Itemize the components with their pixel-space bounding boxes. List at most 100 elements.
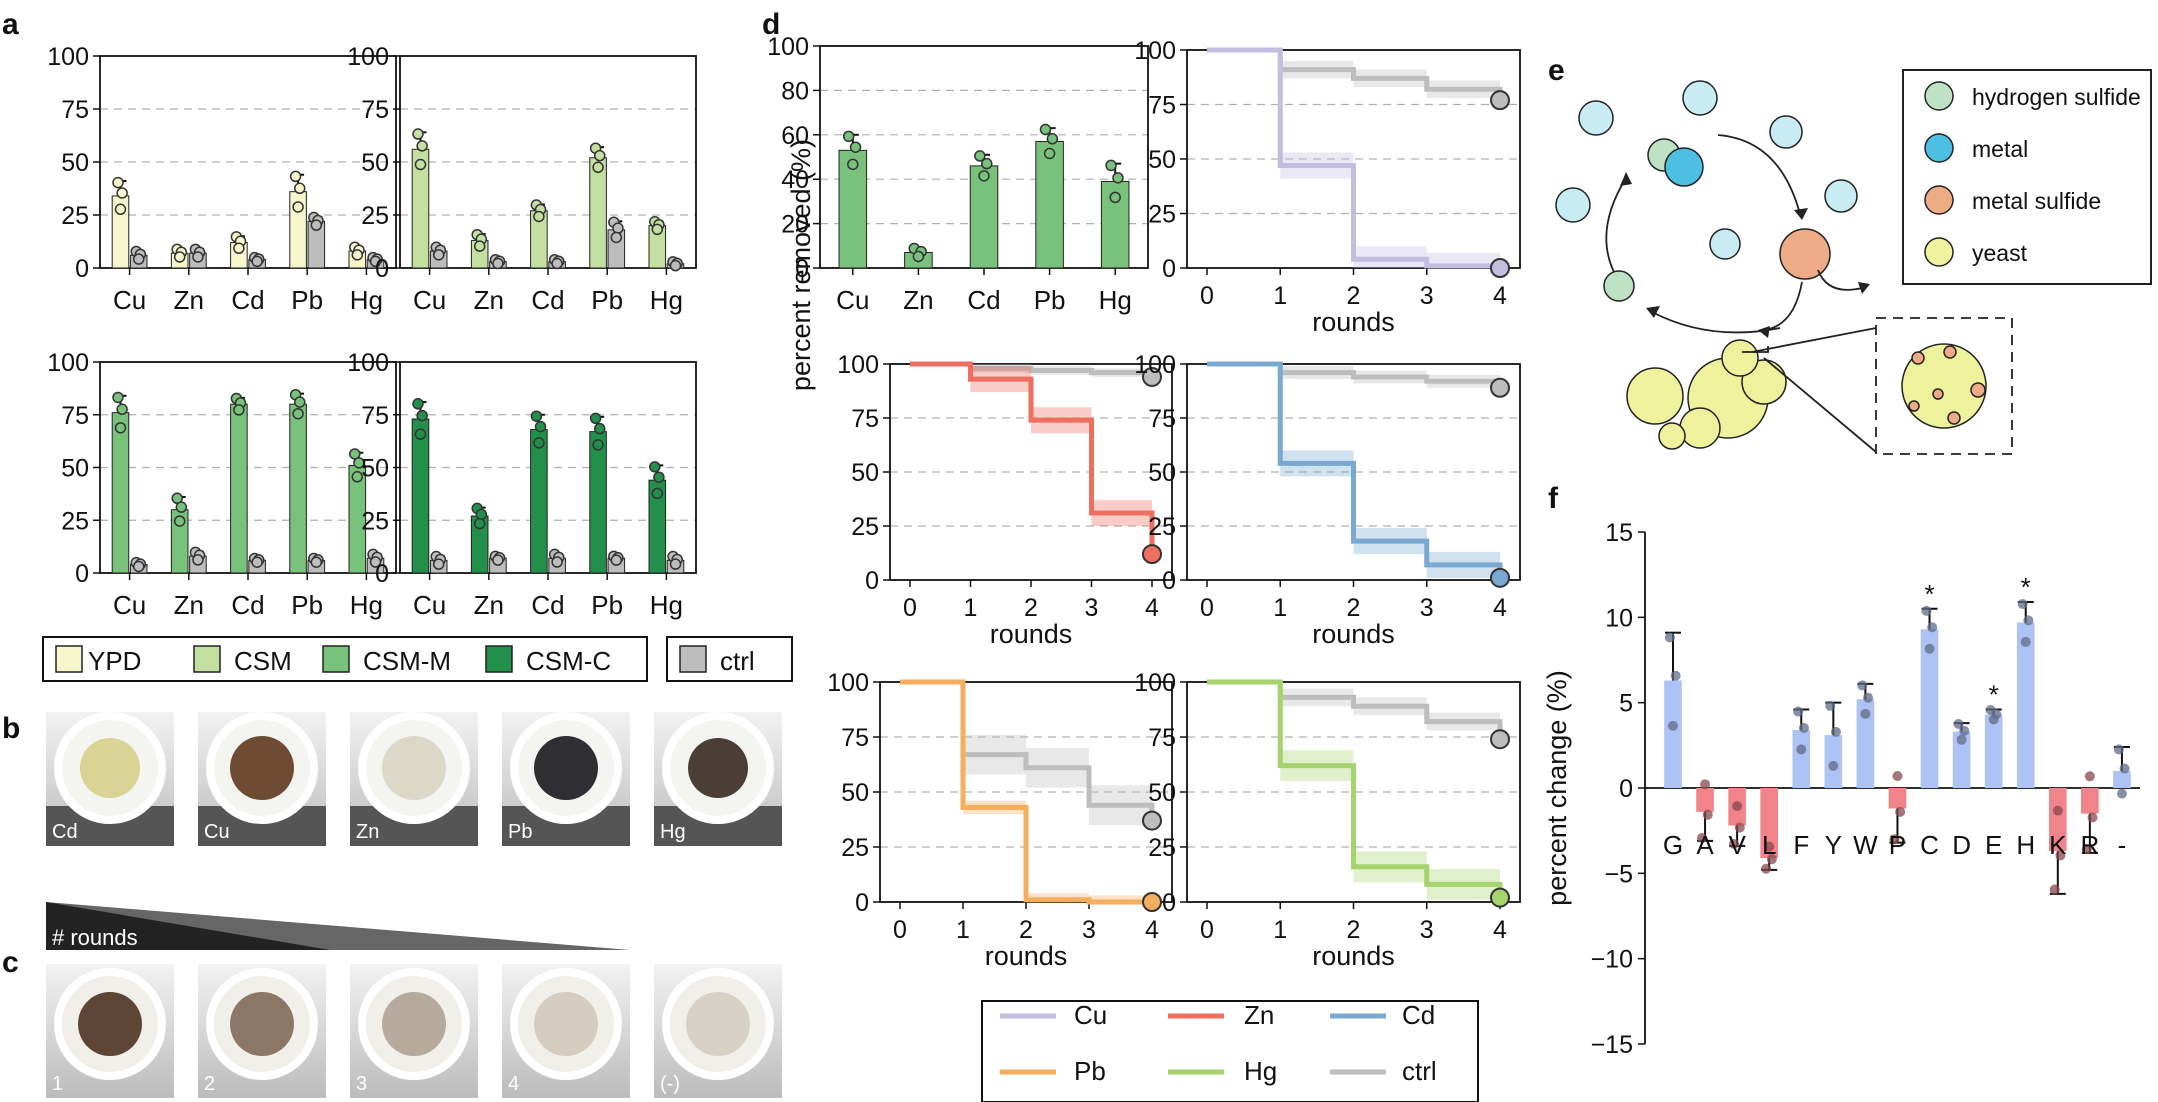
arrowhead — [1794, 208, 1808, 220]
f-data-point — [1696, 833, 1707, 844]
a4-category-label: Cd — [531, 590, 564, 620]
d3-line-zn — [910, 361, 1155, 555]
a2-data-point — [610, 231, 623, 244]
chart-a2: 0 25 50 75 100 Cu Zn Cd Pb Hg — [347, 43, 697, 315]
f-data-point — [2049, 884, 2060, 895]
a2-data-point — [551, 257, 563, 270]
d1-data-point — [912, 250, 925, 263]
d5-xtick-label: 2 — [1019, 916, 1033, 944]
d1-data-point — [842, 130, 855, 143]
d5-xtick-label: 4 — [1145, 916, 1159, 944]
legend-a-label-csm: CSM — [234, 646, 292, 676]
a1-data-point — [292, 201, 304, 213]
d1-ylabel: percent removed (%) — [786, 139, 816, 391]
d3-xtick-label: 2 — [1024, 594, 1038, 622]
f-ytick-label: −5 — [1604, 860, 1633, 888]
d4-endpoint-cd — [1490, 567, 1510, 588]
a1-ytick-label: 75 — [61, 96, 89, 124]
panel-label-d: d — [762, 8, 780, 41]
d2-ytick-label: 75 — [1148, 92, 1176, 120]
d2-xlabel: rounds — [1312, 307, 1395, 337]
f-data-point — [1729, 838, 1740, 849]
a2-data-point — [593, 149, 606, 162]
d4-ytick-label: 100 — [1134, 351, 1176, 379]
a4-data-point — [651, 487, 664, 500]
f-data-point — [1860, 708, 1871, 719]
a4-category-label: Hg — [650, 590, 683, 620]
a3-bar-csm-m — [230, 403, 248, 574]
d1-data-point — [1039, 123, 1052, 136]
panel-e-schematic: hydrogen sulfide metal metal sulfide yea… — [1555, 69, 2152, 455]
a4-data-point — [589, 412, 602, 425]
d2-ytick-label: 0 — [1162, 255, 1176, 283]
d2-xtick-label: 3 — [1420, 282, 1434, 310]
a4-data-point — [534, 420, 547, 433]
metal-ion-circle — [1682, 80, 1718, 116]
cycle-arrow — [1763, 281, 1803, 331]
d1-ytick-label: 0 — [795, 255, 809, 283]
d5-ytick-label: 75 — [841, 724, 869, 752]
a2-data-point — [669, 259, 682, 272]
a4-bar-csm-c — [411, 418, 430, 574]
panel-b-photos: Cd Cu Zn Pb Hg — [46, 712, 782, 846]
a4-data-point — [593, 422, 606, 435]
a1-ytick-label: 50 — [61, 149, 89, 177]
f-ytick-label: 10 — [1605, 604, 1633, 632]
a2-data-point — [414, 158, 427, 171]
f-data-point — [1921, 605, 1932, 616]
d6-ytick-label: 25 — [1148, 834, 1176, 862]
f-data-point — [2020, 636, 2031, 647]
f-data-point — [1670, 670, 1681, 681]
f-ytick-label: −10 — [1591, 946, 1633, 974]
f-bar-l — [1760, 788, 1779, 858]
f-data-point — [2023, 615, 2034, 626]
chart-a4: 0 25 50 75 100 Cu Zn Cd Pb Hg — [347, 349, 697, 620]
tube-photo-cd: Cd — [46, 712, 174, 846]
d2-endpoint-cu — [1490, 258, 1510, 278]
chart-d3: 0 25 50 75 100 0 1 2 3 4 rounds — [837, 351, 1173, 649]
d6-ytick-label: 100 — [1134, 669, 1176, 697]
f-ytick-label: 15 — [1605, 519, 1633, 547]
a2-category-label: Hg — [650, 285, 683, 315]
f-data-point — [1828, 760, 1839, 771]
a4-ytick-label: 75 — [361, 402, 389, 430]
a1-ytick-label: 25 — [61, 202, 89, 230]
f-data-point — [1857, 680, 1868, 691]
d1-data-point — [847, 158, 859, 171]
f-data-point — [1668, 720, 1678, 731]
a4-data-point — [592, 439, 604, 451]
a2-ytick-label: 75 — [361, 96, 389, 124]
d4-xtick-label: 4 — [1493, 594, 1507, 622]
chart-a3: 0 25 50 75 100 Cu Zn Cd Pb Hg — [47, 349, 397, 620]
d1-data-point — [974, 150, 986, 162]
surface-metal-sulfide — [1908, 400, 1920, 412]
f-bar-h — [2016, 622, 2035, 788]
d4-xtick-label: 3 — [1420, 594, 1434, 622]
d5-ytick-label: 25 — [841, 834, 869, 862]
a2-ytick-label: 0 — [375, 255, 389, 283]
yeast-cell — [1658, 422, 1686, 450]
metal-ion-circle — [1709, 228, 1741, 260]
a2-data-point — [412, 128, 424, 140]
a4-category-label: Cu — [413, 590, 446, 620]
f-category-label: - — [2118, 830, 2127, 860]
d2-line-cu — [1207, 47, 1503, 269]
tube-photo-pb: Pb — [502, 712, 630, 846]
a4-data-point — [416, 409, 428, 422]
f-significance-star: * — [1989, 679, 1999, 709]
arrowhead — [1646, 306, 1660, 318]
a3-data-point — [351, 471, 364, 483]
f-data-point — [1734, 822, 1745, 833]
d6-xtick-label: 3 — [1420, 916, 1434, 944]
a4-data-point — [669, 558, 682, 570]
d1-category-label: Pb — [1034, 285, 1066, 315]
f-category-label: F — [1793, 830, 1809, 860]
a2-data-point — [592, 161, 604, 174]
chart-d1: 0 20 40 60 80 100 Cu Zn Cd Pb Hg — [767, 33, 1149, 315]
a2-category-label: Cd — [531, 285, 564, 315]
d1-data-point — [1043, 147, 1056, 160]
legend-d-box — [981, 1000, 1479, 1102]
d3-endpoint-zn — [1142, 544, 1162, 565]
round-tube-4: 4 — [502, 964, 630, 1098]
d4-xtick-label: 0 — [1200, 594, 1214, 622]
